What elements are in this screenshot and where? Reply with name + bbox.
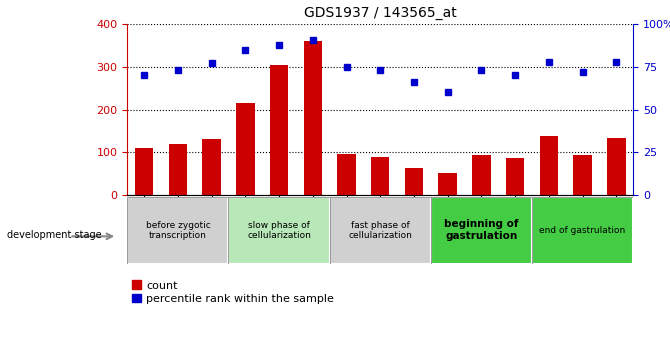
Text: end of gastrulation: end of gastrulation [539, 226, 626, 235]
Bar [202, 139, 221, 195]
Bar [472, 155, 490, 195]
Bar [506, 158, 525, 195]
Bar [607, 138, 626, 195]
Bar [431, 197, 532, 264]
Text: slow phase of
cellularization: slow phase of cellularization [247, 220, 311, 240]
Bar [431, 197, 532, 264]
Legend: count, percentile rank within the sample: count, percentile rank within the sample [127, 276, 338, 308]
Bar [228, 197, 330, 264]
Bar [127, 197, 228, 264]
Bar [532, 197, 633, 264]
Text: before zygotic
transcription: before zygotic transcription [145, 220, 210, 240]
Bar [304, 41, 322, 195]
Text: development stage: development stage [7, 230, 101, 239]
Bar [330, 197, 431, 264]
Bar [532, 197, 633, 264]
Bar [539, 136, 558, 195]
Bar [405, 168, 423, 195]
Bar [169, 144, 187, 195]
Bar [337, 154, 356, 195]
Bar [228, 197, 330, 264]
Bar [127, 197, 228, 264]
Text: fast phase of
cellularization: fast phase of cellularization [348, 220, 412, 240]
Bar [330, 197, 431, 264]
Text: beginning of
gastrulation: beginning of gastrulation [444, 219, 519, 241]
Bar [574, 155, 592, 195]
Bar [270, 65, 288, 195]
Bar [438, 173, 457, 195]
Bar [236, 103, 255, 195]
Title: GDS1937 / 143565_at: GDS1937 / 143565_at [304, 6, 456, 20]
Bar [371, 157, 389, 195]
Bar [135, 148, 153, 195]
